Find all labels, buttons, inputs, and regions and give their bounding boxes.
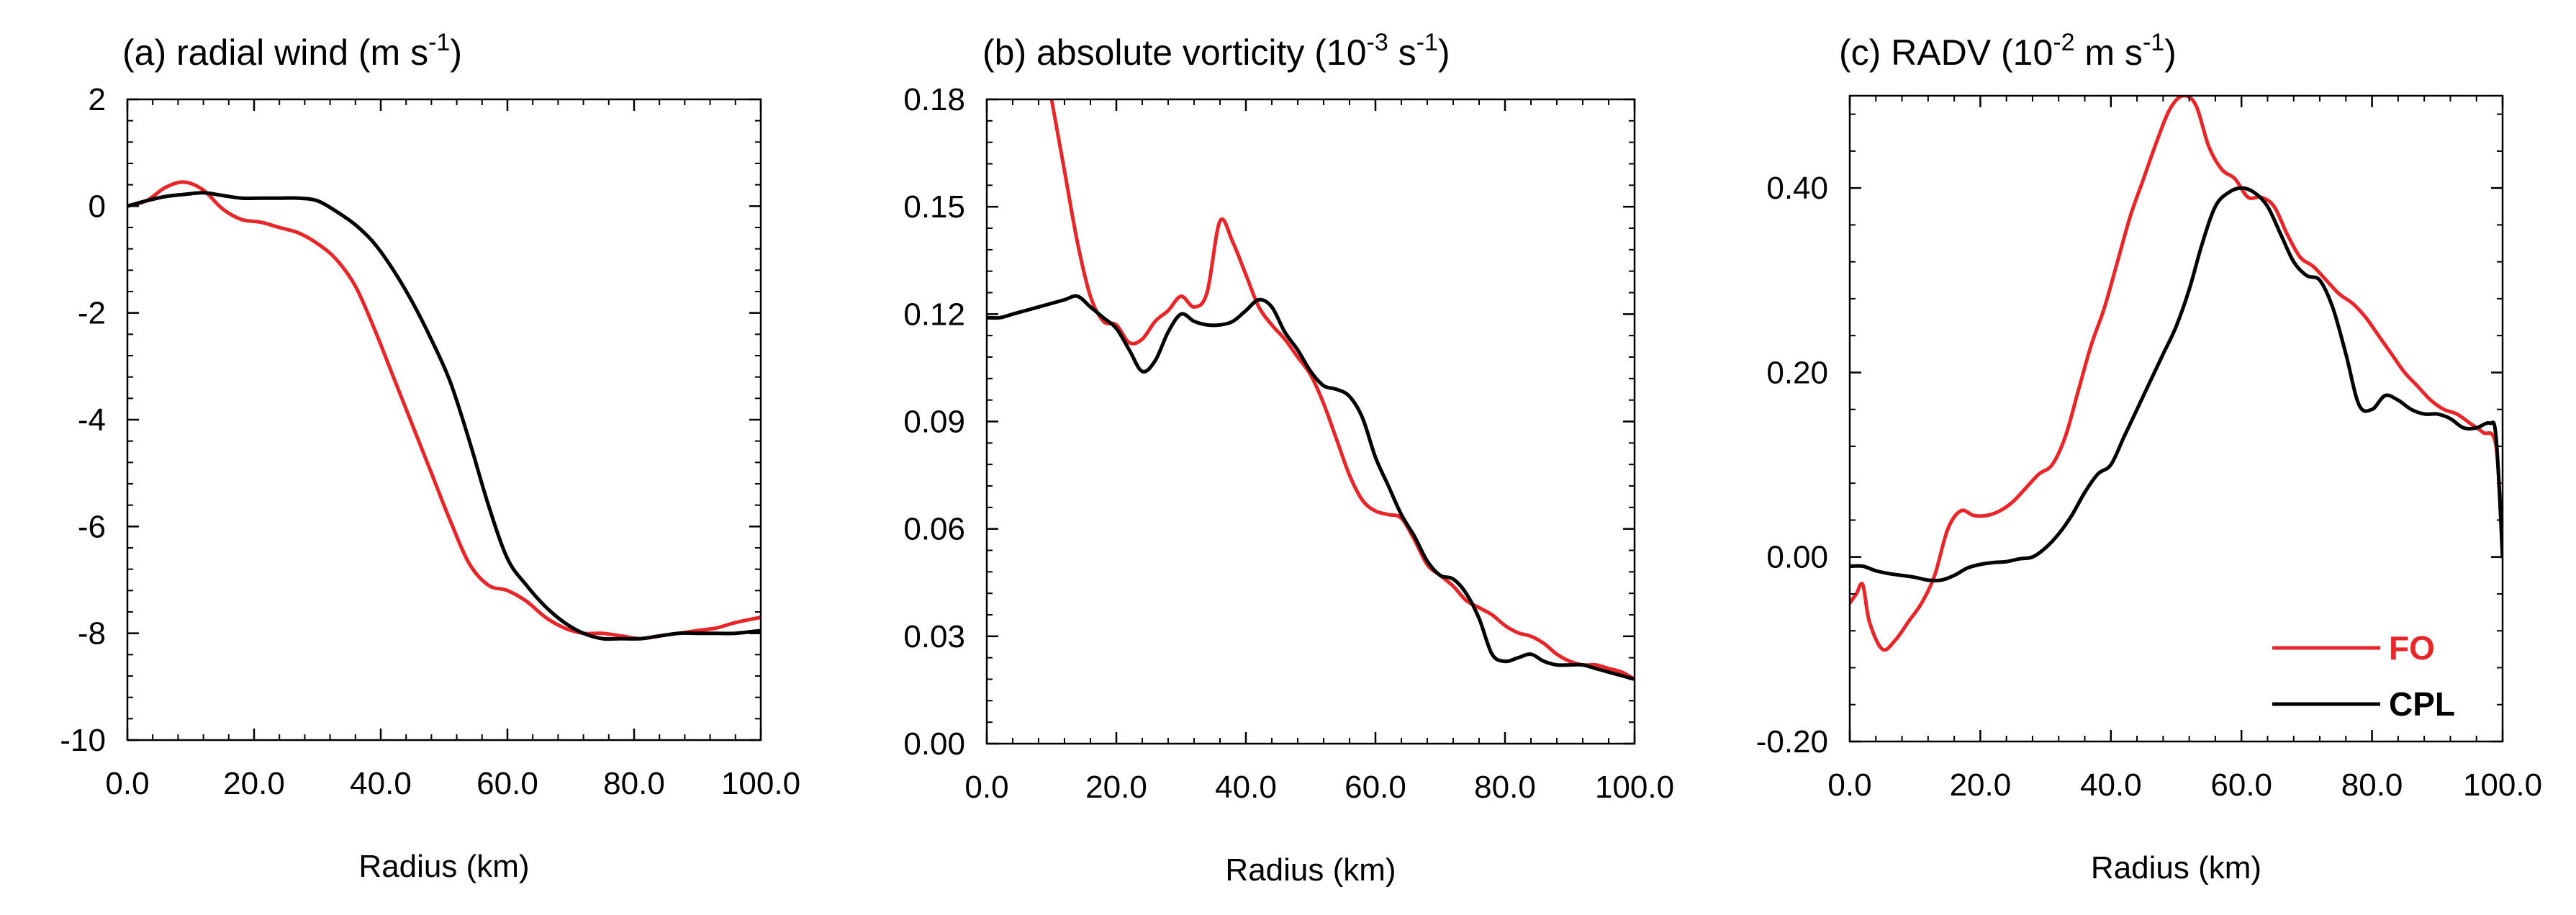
panel-title: (b) absolute vorticity (10-3 s-1) xyxy=(982,29,1450,73)
legend-label-cpl: CPL xyxy=(2389,685,2455,723)
series-line-fo xyxy=(1049,99,1635,681)
plot-frame xyxy=(1848,94,2504,743)
y-tick-label: 0.40 xyxy=(1766,171,1828,206)
y-tick-label: 0.12 xyxy=(903,297,965,332)
series-line-cpl xyxy=(1850,186,2503,582)
series-lines xyxy=(1850,96,2503,652)
y-tick-label: 2 xyxy=(89,82,106,117)
x-tick-label: 0.0 xyxy=(964,770,1008,805)
series-lines xyxy=(127,180,761,641)
x-tick-label: 20.0 xyxy=(1085,770,1147,805)
series-line-fo xyxy=(127,180,761,641)
series-line-cpl xyxy=(127,191,761,641)
x-tick-label: 20.0 xyxy=(223,766,285,801)
y-tick-label: -4 xyxy=(78,402,106,438)
x-tick-label: 60.0 xyxy=(476,766,538,801)
x-tick-label: 80.0 xyxy=(2341,767,2403,803)
x-tick-label: 80.0 xyxy=(1474,770,1536,805)
x-tick-label: 0.0 xyxy=(105,766,149,801)
panel-a: (a) radial wind (m s-1) 0.0 20.0 40.0 60.0 80… xyxy=(60,29,800,884)
series-lines xyxy=(987,99,1635,681)
legend-label-fo: FO xyxy=(2389,629,2435,667)
x-axis-label: Radius (km) xyxy=(2091,850,2261,885)
plot-frame xyxy=(985,98,1636,745)
panel-c: (c) RADV (10-2 m s-1) 0.0 20.0 40.0 60.0 80.0… xyxy=(1756,29,2542,885)
y-tick-label: 0.03 xyxy=(903,619,965,654)
y-tick-label: 0 xyxy=(89,189,106,224)
x-tick-label: 80.0 xyxy=(603,766,665,801)
x-tick-label: 40.0 xyxy=(350,766,412,801)
y-tick-label: 0.20 xyxy=(1766,355,1828,390)
legend: FO CPL xyxy=(2272,629,2455,723)
x-tick-label: 0.0 xyxy=(1827,767,1871,803)
y-tick-label: 0.18 xyxy=(903,82,965,117)
x-tick-label: 100.0 xyxy=(2463,767,2542,803)
panel-title: (c) RADV (10-2 m s-1) xyxy=(1839,29,2177,73)
x-tick-label: 60.0 xyxy=(2210,767,2272,803)
y-tick-label: 0.06 xyxy=(903,512,965,547)
x-tick-label: 40.0 xyxy=(2080,767,2142,803)
y-tick-label: 0.09 xyxy=(903,405,965,440)
x-tick-label: 40.0 xyxy=(1215,770,1277,805)
x-axis-label: Radius (km) xyxy=(358,849,529,884)
y-tick-label: -2 xyxy=(78,296,106,331)
y-tick-label: -6 xyxy=(78,509,106,544)
x-tick-label: 20.0 xyxy=(1950,767,2012,803)
series-line-fo xyxy=(1850,96,2503,652)
y-tick-label: 0.00 xyxy=(903,726,965,762)
y-tick-label: 0.15 xyxy=(903,189,965,225)
panel-title: (a) radial wind (m s-1) xyxy=(122,29,462,73)
series-line-cpl xyxy=(987,294,1635,681)
y-tick-label: -10 xyxy=(60,723,106,758)
x-axis-label: Radius (km) xyxy=(1225,852,1396,888)
y-tick-label: 0.00 xyxy=(1766,540,1828,575)
x-tick-label: 100.0 xyxy=(721,766,800,801)
y-tick-label: -0.20 xyxy=(1756,724,1828,760)
x-tick-label: 100.0 xyxy=(1595,770,1674,805)
panel-b: (b) absolute vorticity (10-3 s-1) 0.0 20.0… xyxy=(903,29,1674,888)
x-tick-label: 60.0 xyxy=(1345,770,1406,805)
y-tick-label: -8 xyxy=(78,616,106,652)
